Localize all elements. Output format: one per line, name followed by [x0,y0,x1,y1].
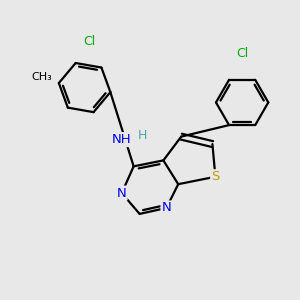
Text: S: S [211,170,220,183]
Text: N: N [161,202,171,214]
Text: Cl: Cl [83,35,95,48]
Text: Cl: Cl [236,47,248,60]
Text: N: N [117,187,127,200]
Text: NH: NH [112,133,132,146]
Text: H: H [138,129,147,142]
Text: CH₃: CH₃ [31,72,52,82]
